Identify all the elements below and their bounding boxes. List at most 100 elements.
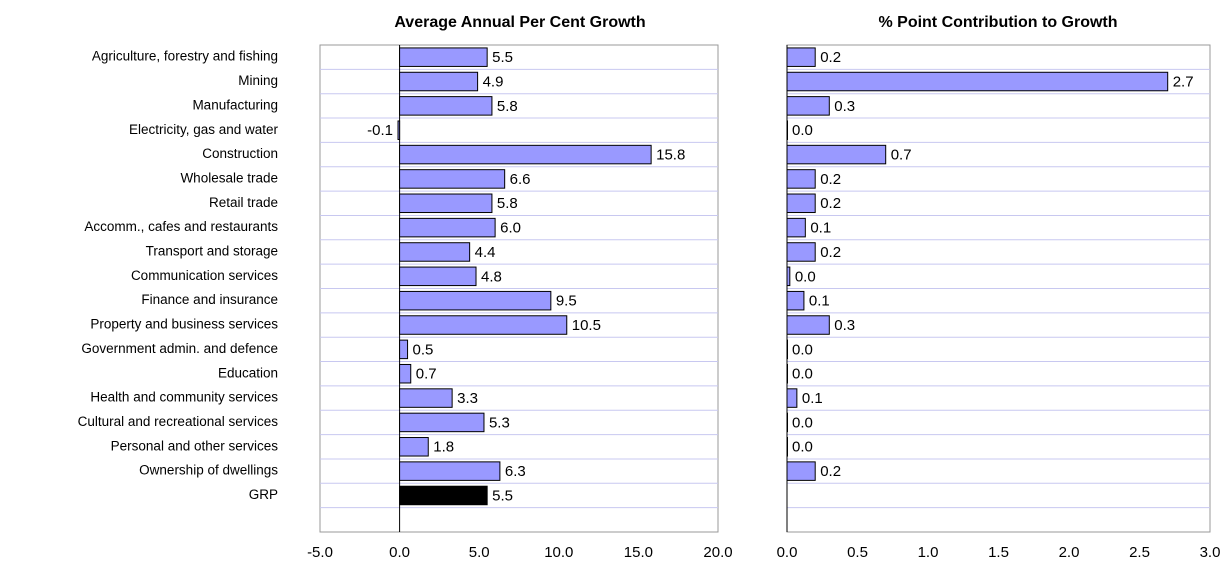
- value-label: 0.2: [820, 244, 841, 261]
- x-tick-label: 1.5: [988, 544, 1009, 561]
- bar: [399, 144, 652, 165]
- bar: [786, 217, 806, 238]
- bar: [399, 412, 485, 433]
- bar: [786, 339, 788, 360]
- bar: [399, 169, 506, 189]
- bar: [786, 290, 805, 311]
- value-label: 0.1: [809, 293, 830, 310]
- value-label: 0.1: [810, 220, 831, 237]
- value-label: 6.6: [510, 171, 531, 188]
- value-label: 6.0: [500, 220, 521, 237]
- value-label: 9.5: [556, 293, 577, 310]
- x-tick-label: 0.0: [777, 544, 798, 561]
- bar: [786, 363, 788, 384]
- bar: [399, 315, 568, 335]
- value-label: 0.2: [820, 171, 841, 188]
- bar: [397, 120, 401, 140]
- bar: [786, 193, 816, 214]
- category-label: Construction: [202, 146, 278, 161]
- value-label: 10.5: [572, 317, 601, 334]
- x-tick-label: 3.0: [1200, 544, 1221, 561]
- bar: [399, 461, 501, 481]
- value-label: 6.3: [505, 463, 526, 480]
- bar: [399, 290, 552, 311]
- value-label: 15.8: [656, 147, 685, 164]
- category-label: Property and business services: [90, 317, 278, 332]
- x-tick-label: 2.0: [1059, 544, 1080, 561]
- category-label: Personal and other services: [111, 438, 279, 453]
- bar: [399, 437, 429, 457]
- category-label: Education: [218, 365, 278, 380]
- value-label: 0.0: [792, 414, 813, 431]
- value-label: 0.3: [834, 98, 855, 115]
- bar: [786, 242, 816, 262]
- bar: [786, 315, 830, 335]
- x-tick-label: 15.0: [624, 544, 653, 561]
- bar: [786, 169, 816, 189]
- chart-title: % Point Contribution to Growth: [878, 14, 1117, 31]
- value-label: 2.7: [1173, 73, 1194, 90]
- category-label: Electricity, gas and water: [129, 122, 279, 137]
- value-label: 0.3: [834, 317, 855, 334]
- bar: [786, 71, 1169, 92]
- bar: [399, 363, 412, 384]
- x-tick-label: 0.5: [847, 544, 868, 561]
- bar: [786, 412, 788, 433]
- bar: [786, 388, 798, 408]
- value-label: 0.0: [792, 366, 813, 383]
- bar: [786, 437, 788, 457]
- value-label: -0.1: [367, 122, 393, 139]
- value-label: 0.5: [413, 341, 434, 358]
- category-label: Health and community services: [90, 390, 278, 405]
- category-label: Government admin. and defence: [81, 341, 278, 356]
- x-tick-label: 2.5: [1129, 544, 1150, 561]
- bar: [399, 339, 409, 360]
- x-tick-label: 1.0: [918, 544, 939, 561]
- value-label: 5.5: [492, 49, 513, 66]
- bar: [399, 485, 488, 506]
- category-label: Ownership of dwellings: [139, 463, 278, 478]
- bar: [786, 47, 816, 67]
- value-label: 0.0: [792, 439, 813, 456]
- value-label: 0.0: [792, 122, 813, 139]
- category-label: Transport and storage: [146, 244, 278, 259]
- bar: [786, 461, 816, 481]
- x-tick-label: 5.0: [469, 544, 490, 561]
- category-label: Wholesale trade: [180, 170, 278, 185]
- category-label: Agriculture, forestry and fishing: [92, 49, 278, 64]
- bar: [399, 71, 479, 92]
- category-label: Finance and insurance: [141, 292, 278, 307]
- value-label: 5.5: [492, 487, 513, 504]
- value-label: 0.7: [891, 147, 912, 164]
- value-label: 0.7: [416, 366, 437, 383]
- value-label: 0.2: [820, 195, 841, 212]
- value-label: 4.9: [483, 73, 504, 90]
- value-label: 3.3: [457, 390, 478, 407]
- chart-title: Average Annual Per Cent Growth: [394, 14, 645, 31]
- bar: [786, 144, 887, 165]
- value-label: 0.2: [820, 463, 841, 480]
- value-label: 4.4: [475, 244, 496, 261]
- value-label: 0.0: [795, 268, 816, 285]
- bar: [786, 96, 830, 116]
- bar: [786, 120, 788, 140]
- category-label: Mining: [238, 73, 278, 88]
- x-tick-label: 0.0: [389, 544, 410, 561]
- bar: [399, 193, 493, 214]
- x-tick-label: 20.0: [703, 544, 732, 561]
- value-label: 0.0: [792, 341, 813, 358]
- bar: [399, 96, 493, 116]
- category-label: Communication services: [131, 268, 278, 283]
- value-label: 0.1: [802, 390, 823, 407]
- value-label: 0.2: [820, 49, 841, 66]
- value-label: 1.8: [433, 439, 454, 456]
- category-label: Manufacturing: [192, 97, 278, 112]
- category-label: Cultural and recreational services: [78, 414, 279, 429]
- bar: [399, 388, 453, 408]
- bar: [786, 266, 791, 287]
- value-label: 5.3: [489, 414, 510, 431]
- category-label: Accomm., cafes and restaurants: [84, 219, 278, 234]
- value-label: 5.8: [497, 98, 518, 115]
- bar: [399, 266, 477, 287]
